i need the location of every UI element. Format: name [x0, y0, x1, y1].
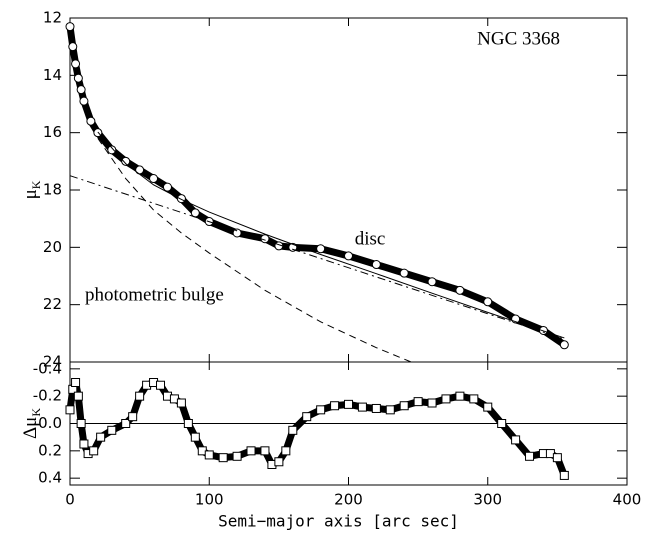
data-point	[288, 425, 298, 435]
data-point	[76, 85, 86, 95]
data-point	[371, 260, 381, 270]
data-point	[302, 412, 312, 422]
data-point	[71, 59, 81, 69]
data-point	[399, 268, 409, 278]
data-point	[344, 399, 353, 409]
data-point	[183, 419, 193, 428]
data-point	[156, 380, 166, 390]
data-point	[135, 391, 145, 401]
data-point	[65, 405, 75, 415]
x-tick-label: 100	[195, 491, 224, 509]
data-point	[121, 419, 131, 428]
data-point	[190, 432, 200, 442]
y-tick-label: 0.4	[38, 469, 62, 487]
y-tick-label: 16	[43, 123, 62, 141]
y-tick-label: 24	[43, 353, 62, 371]
data-point	[121, 156, 131, 166]
data-point	[71, 378, 81, 387]
data-point	[357, 402, 367, 412]
data-point	[135, 165, 145, 175]
data-point	[232, 228, 242, 238]
data-point	[68, 42, 78, 52]
data-point	[455, 285, 465, 295]
data-point	[399, 401, 409, 411]
data-point	[427, 277, 437, 287]
y-tick-label: 0.2	[38, 441, 62, 459]
plot-frame	[69, 17, 628, 363]
data-point	[128, 412, 138, 422]
data-point	[511, 435, 521, 445]
data-point	[232, 451, 242, 461]
data-point	[274, 457, 284, 467]
y-axis-label-symbol: Δμ	[20, 417, 41, 439]
data-point	[552, 453, 562, 463]
y-tick-label: 18	[43, 181, 62, 199]
y-tick-label: -0.2	[33, 387, 62, 405]
data-point	[65, 22, 75, 32]
data-point	[559, 340, 569, 350]
data-point	[559, 470, 569, 480]
data-point	[281, 446, 291, 456]
data-point	[107, 425, 117, 435]
annotation: photometric bulge	[85, 284, 224, 305]
model-line	[97, 138, 412, 363]
data-point	[455, 391, 465, 401]
data-point	[79, 439, 89, 449]
y-axis-label-subscript: K	[29, 180, 43, 189]
data-point	[497, 419, 507, 428]
data-point	[86, 116, 96, 126]
data-point	[76, 419, 86, 428]
model-line	[69, 175, 565, 340]
data-point	[483, 402, 493, 412]
data-point	[413, 397, 423, 407]
data-point	[469, 394, 479, 404]
y-axis-label: ΔμK	[20, 408, 42, 439]
data-point	[204, 450, 214, 460]
data-point	[162, 182, 172, 192]
data-point	[79, 96, 89, 106]
annotation: NGC 3368	[477, 28, 560, 49]
data-point	[176, 194, 186, 204]
model-line	[97, 131, 565, 339]
data-point	[96, 432, 106, 442]
data-trace	[66, 379, 568, 477]
y-tick-label: 20	[43, 238, 62, 256]
data-point	[316, 244, 326, 254]
data-point	[427, 398, 437, 408]
data-point	[89, 446, 99, 456]
x-tick-label: 400	[613, 491, 642, 509]
y-tick-label: 12	[43, 9, 62, 27]
y-tick-label: 22	[43, 295, 62, 313]
data-point	[218, 453, 228, 463]
data-point	[260, 446, 270, 456]
data-point	[246, 446, 256, 456]
data-point	[441, 394, 451, 404]
data-point	[483, 297, 493, 307]
y-tick-label: 14	[43, 66, 62, 84]
data-point	[73, 391, 83, 401]
y-axis-label-symbol: μ	[20, 189, 41, 199]
x-axis-label: Semi−major axis [arc sec]	[218, 512, 459, 531]
annotation: disc	[355, 228, 386, 249]
y-axis-label: μK	[20, 180, 42, 199]
data-point	[176, 398, 186, 408]
x-tick-label: 300	[473, 491, 502, 509]
y-axis-label-subscript: K	[29, 408, 43, 417]
data-point	[149, 174, 159, 184]
data-point	[371, 403, 381, 413]
data-point	[525, 451, 535, 461]
data-point	[344, 251, 353, 261]
x-tick-label: 200	[334, 491, 363, 509]
y-tick-label: 0.0	[38, 414, 62, 432]
data-point	[107, 145, 117, 155]
y-tick-label: -0.4	[33, 359, 62, 377]
data-point	[73, 73, 83, 83]
data-point	[385, 405, 395, 415]
x-tick-label: 0	[65, 491, 75, 509]
data-point	[330, 401, 340, 411]
data-point	[316, 405, 326, 415]
